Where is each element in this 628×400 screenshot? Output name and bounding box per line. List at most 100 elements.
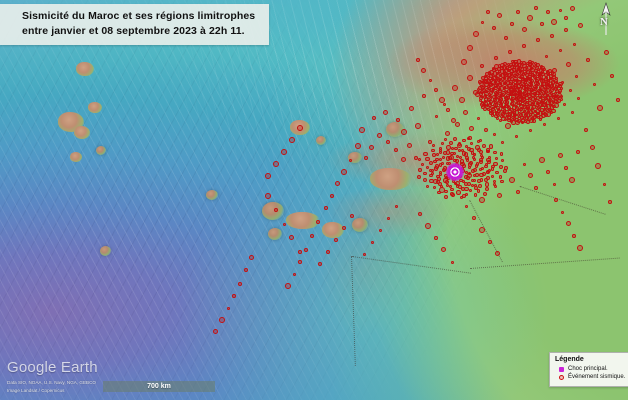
epicenter-marker xyxy=(497,13,503,19)
epicenter-marker xyxy=(532,86,537,92)
epicenter-marker xyxy=(444,180,450,185)
epicenter-marker xyxy=(401,157,407,163)
epicenter-marker xyxy=(516,74,521,79)
island xyxy=(88,102,102,113)
epicenter-marker xyxy=(428,140,432,144)
epicenter-marker xyxy=(535,83,539,87)
epicenter-marker xyxy=(548,89,553,94)
epicenter-marker xyxy=(505,109,510,114)
epicenter-marker xyxy=(476,88,480,92)
epicenter-marker xyxy=(434,114,438,118)
epicenter-marker xyxy=(534,97,537,101)
epicenter-marker xyxy=(569,177,575,183)
epicenter-marker xyxy=(508,65,512,69)
epicenter-marker xyxy=(483,177,488,182)
epicenter-marker xyxy=(541,81,546,87)
epicenter-marker xyxy=(553,86,559,92)
epicenter-marker xyxy=(558,88,563,93)
epicenter-marker xyxy=(497,64,502,68)
epicenter-marker xyxy=(473,193,478,197)
epicenter-marker xyxy=(243,267,249,273)
epicenter-marker xyxy=(482,144,487,149)
epicenter-marker xyxy=(523,88,528,93)
epicenter-marker xyxy=(472,157,476,161)
epicenter-marker xyxy=(540,100,544,104)
epicenter-marker xyxy=(523,84,528,89)
epicenter-marker xyxy=(552,100,556,104)
epicenter-marker xyxy=(543,109,548,114)
epicenter-marker xyxy=(460,149,464,153)
epicenter-marker xyxy=(483,107,488,112)
epicenter-marker xyxy=(513,73,517,78)
epicenter-marker xyxy=(480,94,484,98)
epicenter-marker xyxy=(527,64,533,70)
epicenter-marker xyxy=(480,102,485,108)
epicenter-marker xyxy=(529,70,534,76)
epicenter-marker xyxy=(514,105,518,109)
epicenter-marker xyxy=(517,79,522,84)
epicenter-marker xyxy=(464,156,469,160)
epicenter-marker xyxy=(491,82,495,86)
epicenter-marker xyxy=(452,151,457,156)
epicenter-marker xyxy=(479,81,484,87)
epicenter-marker xyxy=(461,179,466,184)
epicenter-marker xyxy=(609,73,615,79)
epicenter-marker xyxy=(540,107,545,112)
epicenter-marker xyxy=(542,102,548,108)
epicenter-marker xyxy=(540,103,545,108)
epicenter-marker xyxy=(512,78,516,82)
epicenter-marker xyxy=(348,158,352,162)
epicenter-marker xyxy=(499,69,505,74)
epicenter-marker xyxy=(515,106,520,111)
epicenter-marker xyxy=(544,76,549,81)
epicenter-marker xyxy=(549,105,555,110)
epicenter-marker xyxy=(534,114,538,118)
epicenter-marker xyxy=(439,185,443,189)
epicenter-marker xyxy=(549,33,555,39)
epicenter-marker xyxy=(559,98,563,101)
epicenter-marker xyxy=(478,91,484,97)
epicenter-marker xyxy=(281,149,287,155)
epicenter-marker xyxy=(508,86,512,90)
epicenter-marker xyxy=(530,102,534,106)
epicenter-marker xyxy=(470,142,474,145)
epicenter-marker xyxy=(439,97,445,103)
epicenter-marker xyxy=(553,91,557,95)
mainshock-marker xyxy=(446,163,464,181)
epicenter-marker xyxy=(547,73,551,77)
epicenter-marker xyxy=(507,115,512,120)
epicenter-marker xyxy=(558,84,562,88)
map-title-line-2: entre janvier et 08 septembre 2023 à 22h… xyxy=(22,25,245,38)
epicenter-marker xyxy=(476,188,481,193)
epicenter-marker xyxy=(467,165,471,169)
epicenter-marker xyxy=(536,99,541,104)
epicenter-marker xyxy=(549,84,554,89)
epicenter-marker xyxy=(507,104,511,108)
epicenter-marker xyxy=(484,89,488,94)
epicenter-marker xyxy=(528,110,533,115)
epicenter-marker xyxy=(518,82,522,86)
epicenter-marker xyxy=(499,101,503,105)
epicenter-marker xyxy=(502,65,507,71)
epicenter-marker xyxy=(450,193,455,198)
epicenter-marker xyxy=(370,240,374,244)
island-madeira xyxy=(290,120,310,135)
epicenter-marker xyxy=(517,59,522,64)
epicenter-marker xyxy=(512,114,517,118)
epicenter-marker xyxy=(491,164,496,169)
epicenter-marker xyxy=(515,189,521,195)
epicenter-marker xyxy=(341,225,347,231)
epicenter-marker xyxy=(514,69,518,73)
epicenter-marker xyxy=(522,104,527,109)
epicenter-marker xyxy=(539,88,543,92)
epicenter-marker xyxy=(511,104,517,110)
epicenter-marker xyxy=(525,116,529,120)
epicenter-marker xyxy=(464,204,468,208)
epicenter-marker xyxy=(479,197,485,203)
epicenter-marker xyxy=(461,59,467,65)
epicenter-marker xyxy=(491,87,496,91)
epicenter-marker xyxy=(556,95,560,99)
epicenter-marker xyxy=(432,153,436,157)
epicenter-marker xyxy=(285,283,291,289)
epicenter-marker xyxy=(536,68,540,71)
